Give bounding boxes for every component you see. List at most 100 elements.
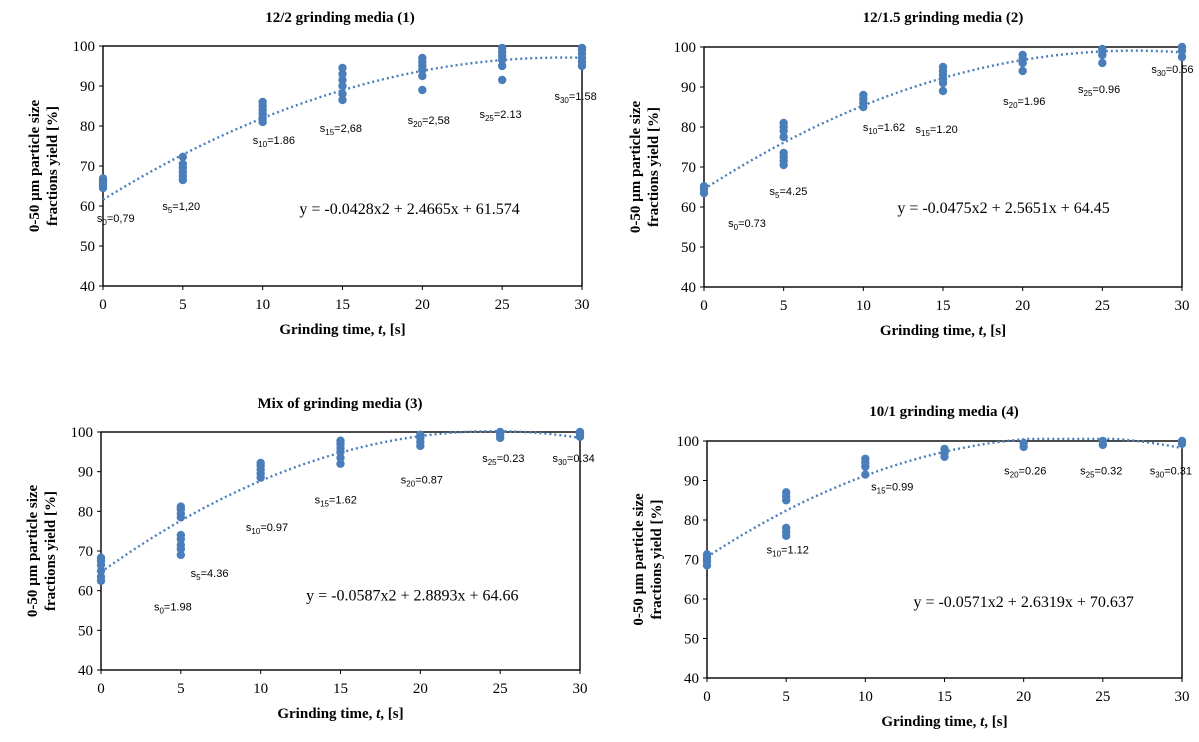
data-point (336, 459, 345, 468)
annotation-value: =0.96 (1092, 84, 1120, 96)
x-axis-label-text: Grinding time, (277, 706, 376, 722)
annotation-symbol: s (97, 213, 103, 225)
data-point (495, 427, 505, 437)
data-point (256, 458, 265, 468)
data-point (938, 62, 948, 72)
y-tick-label: 40 (684, 671, 699, 687)
x-axis-label: Grinding time, t, [s] (881, 714, 1007, 730)
annotation-symbol: s (554, 91, 560, 103)
x-axis-label-unit: , [s] (382, 322, 405, 338)
annotation-symbol: s (863, 122, 869, 134)
std-dev-annotation: s10=1.62 (863, 122, 905, 136)
annotation-subscript: 10 (868, 127, 877, 136)
annotation-symbol: s (401, 475, 407, 487)
annotation-symbol: s (315, 494, 321, 506)
y-tick-label: 80 (681, 120, 696, 136)
data-point (338, 89, 347, 99)
annotation-subscript: 15 (325, 128, 334, 137)
data-point (338, 69, 347, 79)
annotation-value: =0.56 (1166, 64, 1194, 76)
annotation-value: =1.58 (569, 91, 597, 103)
y-tick-label: 70 (80, 159, 95, 175)
std-dev-annotation: s20=0.26 (1004, 466, 1046, 480)
annotation-value: =1.98 (164, 602, 192, 614)
chart-4: 10/1 grinding media (4) 40 50 60 70 80 90 100 0 5… (631, 404, 1192, 730)
annotation-subscript: 20 (1009, 101, 1018, 110)
annotation-subscript: 10 (251, 527, 260, 536)
std-dev-annotation: s10=1.12 (767, 545, 809, 559)
x-tick-label: 10 (858, 689, 873, 705)
y-axis-label-line1: 0-50 µm particle size (631, 493, 647, 626)
annotation-subscript: 30 (558, 458, 567, 467)
annotation-symbol: s (1003, 96, 1009, 108)
y-tick-label: 70 (684, 553, 699, 569)
annotation-value: =4.25 (780, 186, 808, 198)
y-tick-label: 50 (684, 632, 699, 648)
data-point (497, 61, 507, 71)
x-axis-label-text: Grinding time, (880, 323, 979, 339)
y-tick-label: 50 (78, 623, 93, 639)
std-dev-annotation: s15=0.99 (871, 481, 913, 495)
x-tick-label: 20 (413, 681, 428, 697)
std-dev-annotation: s30=0.56 (1151, 64, 1193, 78)
x-axis-label: Grinding time, t, [s] (279, 322, 405, 338)
std-dev-annotation: s30=0.31 (1150, 466, 1192, 480)
annotation-subscript: 0 (734, 223, 739, 232)
y-axis-label-line2: fractions yield [%] (43, 491, 59, 611)
annotation-subscript: 15 (320, 499, 329, 508)
x-tick-label: 30 (575, 297, 590, 313)
y-tick-label: 90 (681, 80, 696, 96)
data-point (178, 152, 188, 161)
x-axis-label-variable: t (979, 323, 984, 339)
x-axis-label-text: Grinding time, (881, 714, 980, 730)
std-dev-annotation: s5=4.36 (191, 568, 229, 582)
y-tick-label: 60 (80, 199, 95, 215)
data-point (861, 454, 870, 463)
x-tick-label: 0 (700, 298, 708, 314)
std-dev-annotation: s0=0,79 (97, 213, 135, 227)
annotation-value: =1.20 (930, 124, 958, 136)
annotation-value: =1.96 (1018, 96, 1046, 108)
annotation-symbol: s (246, 522, 252, 534)
x-axis-label-variable: t (980, 714, 985, 730)
data-point (1177, 42, 1187, 52)
x-axis-label-variable: t (378, 322, 383, 338)
data-point (176, 530, 186, 540)
y-tick-label: 40 (80, 279, 95, 295)
annotation-value: =1.86 (267, 135, 295, 147)
annotation-subscript: 25 (488, 458, 497, 467)
x-axis-label-variable: t (376, 706, 381, 722)
x-tick-label: 30 (573, 681, 588, 697)
y-axis-label: 0-50 µm particle size fractions yield [%] (25, 484, 59, 617)
std-dev-annotation: s25=0.32 (1080, 466, 1122, 480)
annotation-symbol: s (1004, 466, 1010, 478)
data-point (338, 75, 347, 85)
std-dev-annotation: s20=1.96 (1003, 96, 1045, 110)
annotation-subscript: 10 (258, 140, 267, 149)
y-axis-label-line2: fractions yield [%] (649, 500, 665, 620)
x-tick-label: 5 (780, 298, 788, 314)
data-point (96, 566, 106, 576)
std-dev-annotation: s20=2,58 (408, 115, 450, 129)
std-dev-annotation: s25=2.13 (479, 109, 521, 123)
annotation-subscript: 15 (921, 129, 930, 138)
data-point (336, 453, 345, 462)
x-tick-label: 25 (493, 681, 508, 697)
x-tick-label: 5 (177, 681, 185, 697)
y-tick-label: 70 (681, 160, 696, 176)
annotation-symbol: s (482, 453, 488, 465)
x-tick-label: 15 (333, 681, 348, 697)
annotation-symbol: s (1150, 466, 1156, 478)
data-point (575, 427, 585, 437)
annotation-value: =1.62 (877, 122, 905, 134)
x-tick-label: 20 (415, 297, 430, 313)
data-point (178, 159, 188, 169)
x-axis-label: Grinding time, t, [s] (277, 706, 403, 722)
x-tick-label: 15 (937, 689, 952, 705)
data-point (338, 95, 347, 105)
annotation-symbol: s (479, 109, 485, 121)
std-dev-annotation: s15=1.20 (916, 124, 958, 138)
y-axis-label-line1: 0-50 µm particle size (628, 100, 644, 233)
data-point (1177, 436, 1187, 446)
annotation-value: =0.32 (1095, 466, 1123, 478)
